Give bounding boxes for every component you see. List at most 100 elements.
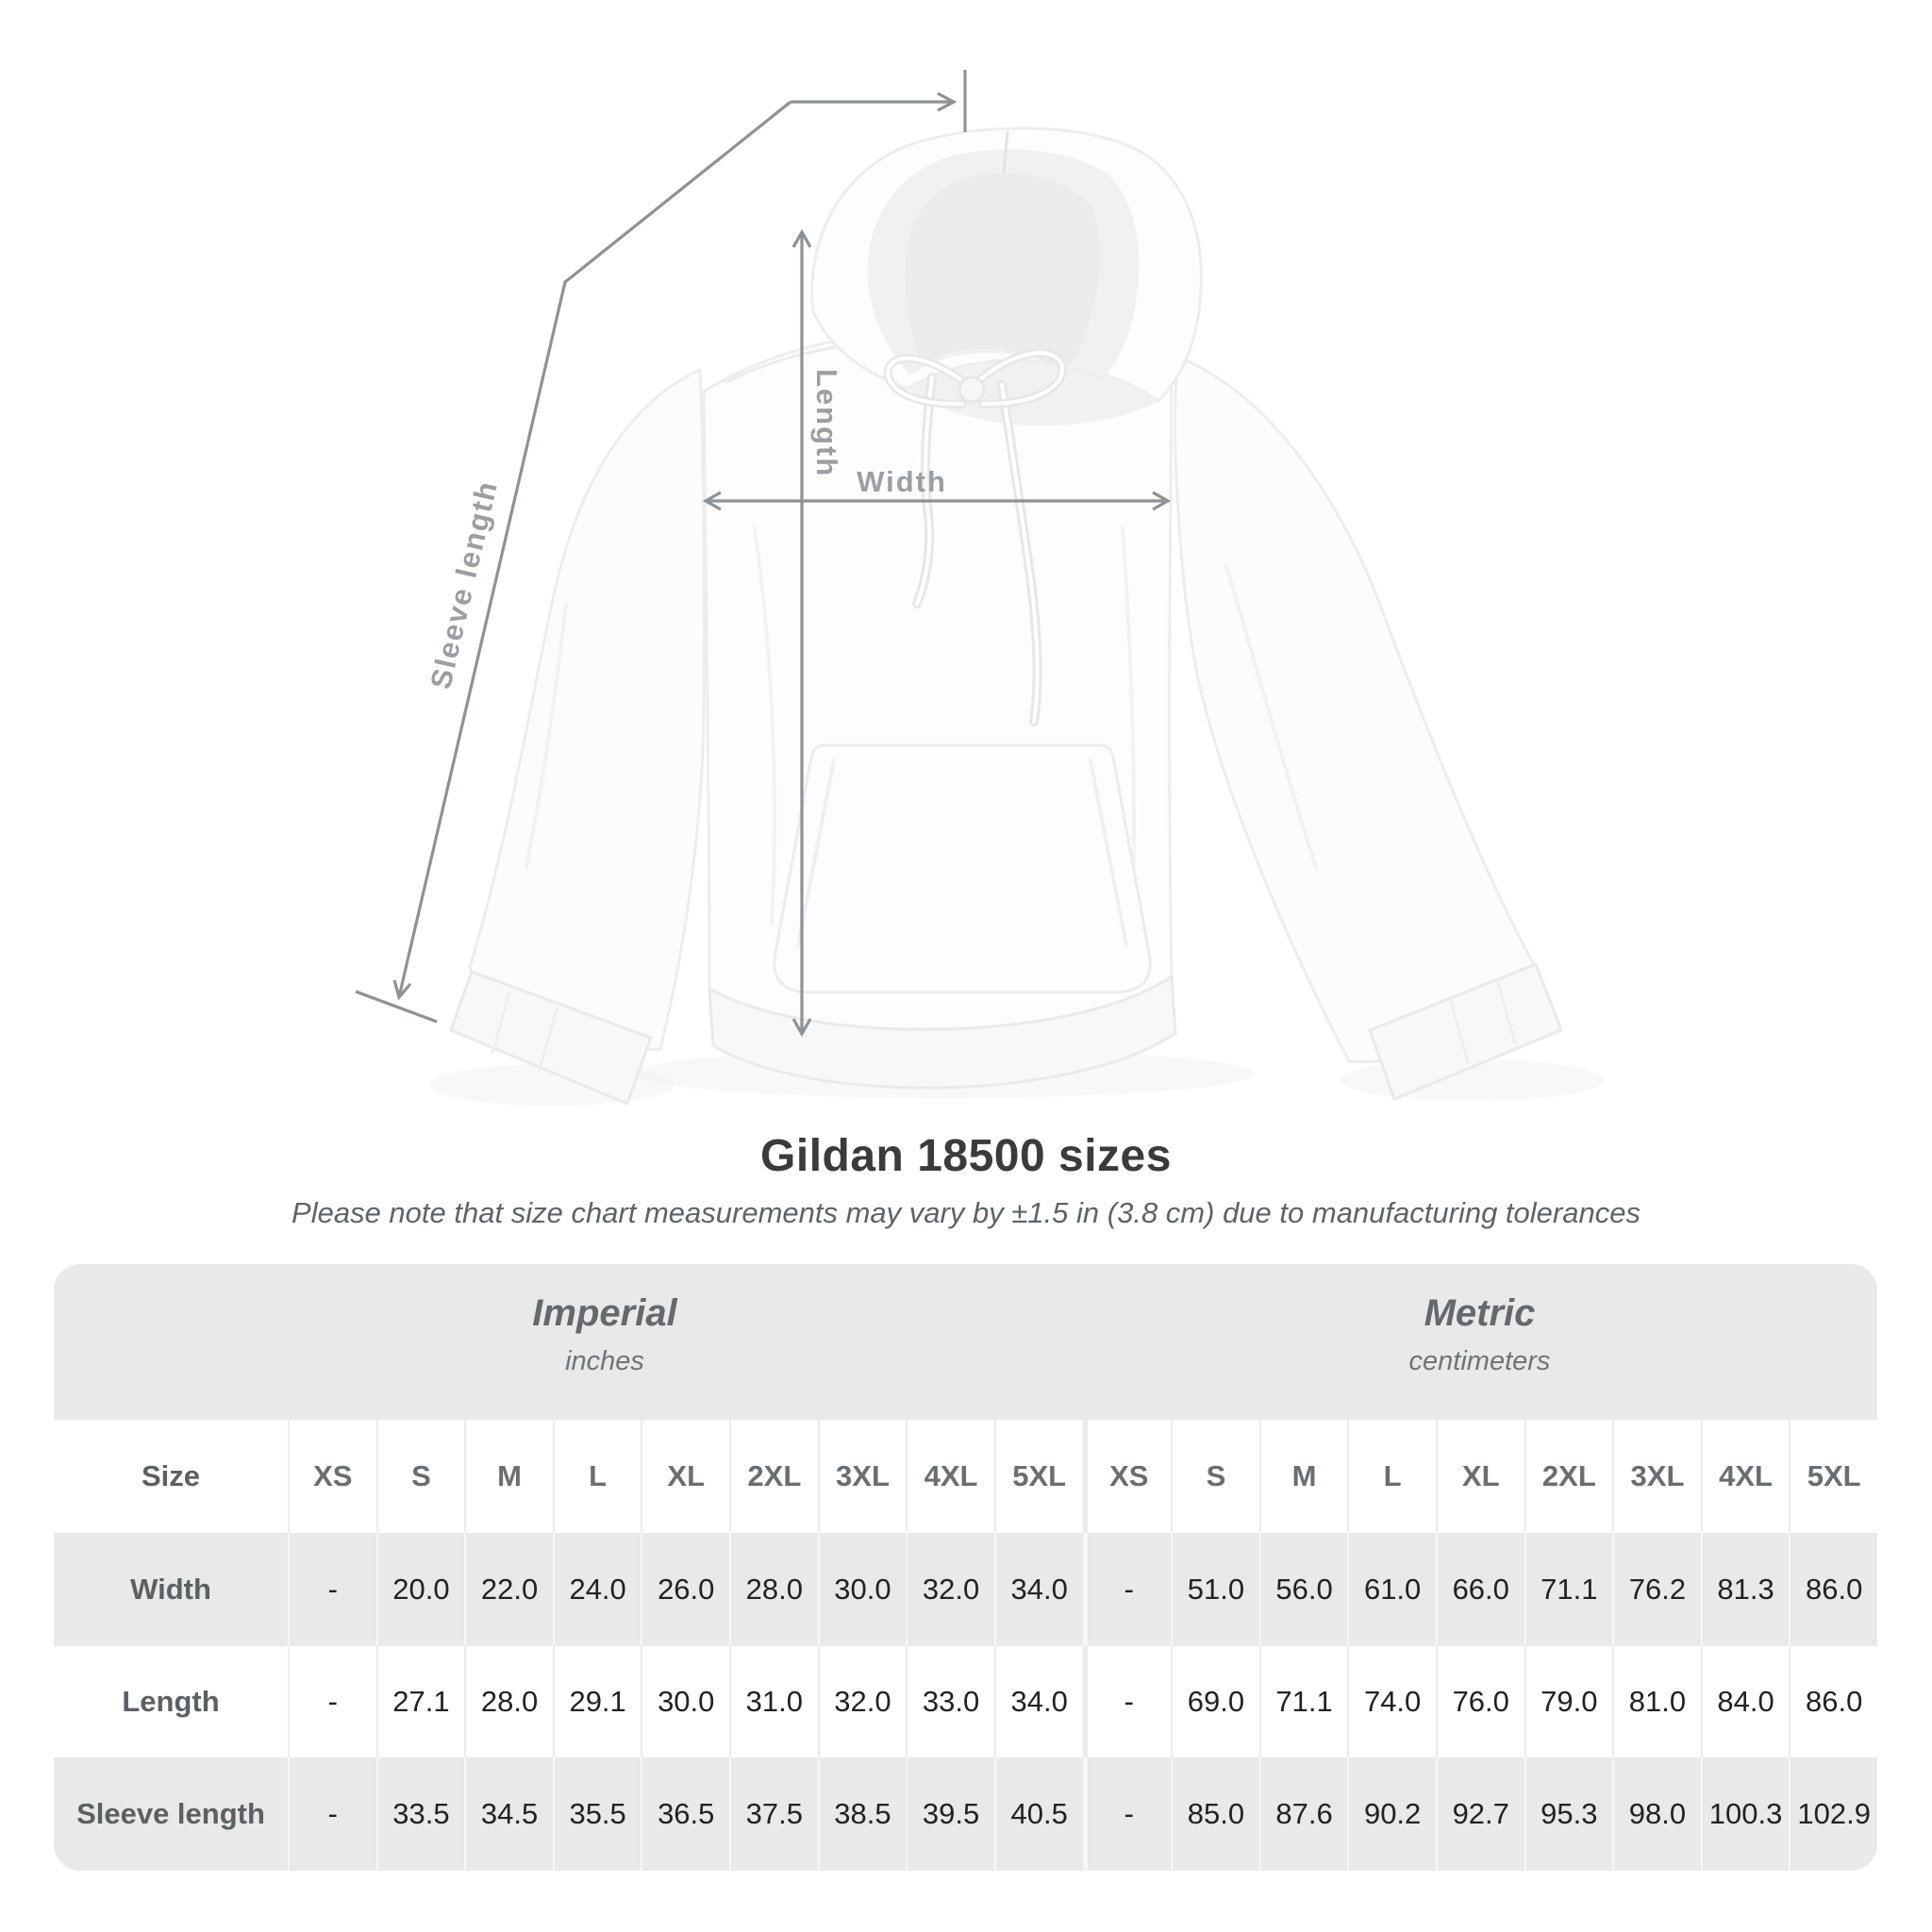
value-cell: 90.2 — [1347, 1757, 1436, 1871]
value-cell: 76.2 — [1612, 1533, 1701, 1646]
value-cell: 32.0 — [906, 1533, 994, 1646]
imperial-title: Imperial — [532, 1292, 677, 1334]
value-cell: 40.5 — [993, 1757, 1083, 1871]
page-subtitle: Please note that size chart measurements… — [291, 1196, 1641, 1229]
value-cell: 34.0 — [993, 1646, 1083, 1757]
hoodie-right-sleeve — [1174, 355, 1540, 1064]
size-header-cell: 3XL — [1612, 1420, 1701, 1533]
size-header-cell: 4XL — [906, 1420, 994, 1533]
value-cell: 31.0 — [729, 1646, 818, 1757]
hood-inner-deep-shadow — [905, 173, 1100, 370]
value-cell: 81.3 — [1700, 1533, 1790, 1646]
value-cell: 29.1 — [552, 1646, 641, 1757]
value-cell: - — [1082, 1646, 1172, 1757]
hoodie-hem-band — [708, 974, 1177, 1090]
value-cell: 85.0 — [1171, 1757, 1259, 1871]
value-cell: 38.5 — [817, 1757, 907, 1871]
imperial-subtitle: inches — [565, 1346, 644, 1376]
value-cell: - — [1082, 1757, 1172, 1871]
value-cell: - — [288, 1533, 376, 1646]
row-label: Width — [54, 1533, 288, 1646]
page-title: Gildan 18500 sizes — [760, 1131, 1172, 1181]
size-table: Imperial inches Metric centimeters Size X… — [54, 1264, 1877, 1871]
width-arrow — [702, 491, 1172, 511]
metric-group-header: Metric centimeters — [1082, 1292, 1877, 1420]
value-cell: 34.0 — [993, 1533, 1083, 1646]
size-header-cell: M — [464, 1420, 553, 1533]
size-header-cell: 2XL — [729, 1420, 818, 1533]
value-cell: - — [288, 1757, 376, 1871]
value-cell: 35.5 — [552, 1757, 641, 1871]
hoodie-pocket — [773, 743, 1152, 994]
length-measure-label: Length — [810, 369, 843, 477]
value-cell: 34.5 — [464, 1757, 553, 1871]
value-cell: 87.6 — [1258, 1757, 1348, 1871]
hoodie-right-cuff — [1368, 962, 1563, 1101]
value-cell: 39.5 — [906, 1757, 994, 1871]
size-header-cell: XL — [641, 1420, 730, 1533]
value-cell: 74.0 — [1347, 1646, 1436, 1757]
value-cell: 81.0 — [1612, 1646, 1701, 1757]
size-header-cell: XS — [1082, 1420, 1172, 1533]
metric-title: Metric — [1424, 1292, 1536, 1334]
size-header-cell: L — [1347, 1420, 1436, 1533]
width-measure-label: Width — [857, 465, 947, 498]
drawstring-cords — [883, 348, 1067, 726]
value-cell: 26.0 — [641, 1533, 730, 1646]
value-cell: 22.0 — [464, 1533, 553, 1646]
value-cell: 32.0 — [817, 1646, 907, 1757]
size-header-cell: S — [375, 1420, 465, 1533]
value-cell: - — [1082, 1533, 1172, 1646]
length-arrow — [791, 228, 812, 1038]
value-cell: 86.0 — [1789, 1533, 1877, 1646]
hoodie-illustration — [449, 126, 1563, 1106]
hoodie-left-sleeve — [468, 368, 707, 1051]
value-cell: 84.0 — [1700, 1646, 1790, 1757]
size-header-cell: XS — [288, 1420, 376, 1533]
value-cell: 30.0 — [817, 1533, 907, 1646]
size-header-cell: L — [552, 1420, 641, 1533]
value-cell: 30.0 — [641, 1646, 730, 1757]
value-cell: 79.0 — [1524, 1646, 1613, 1757]
value-cell: 37.5 — [729, 1757, 818, 1871]
metric-subtitle: centimeters — [1408, 1346, 1551, 1376]
value-cell: 66.0 — [1435, 1533, 1524, 1646]
measurement-arrows — [355, 70, 1172, 1038]
value-cell: 100.3 — [1700, 1757, 1790, 1871]
value-cell: 20.0 — [375, 1533, 465, 1646]
size-header-cell: 3XL — [817, 1420, 907, 1533]
value-cell: 56.0 — [1258, 1533, 1348, 1646]
size-header-cell: M — [1258, 1420, 1348, 1533]
value-cell: 61.0 — [1347, 1533, 1436, 1646]
value-cell: 102.9 — [1789, 1757, 1877, 1871]
size-header-cell: 2XL — [1524, 1420, 1613, 1533]
row-label: Length — [54, 1646, 288, 1757]
value-cell: 86.0 — [1789, 1646, 1877, 1757]
sleeve-length-arrow — [355, 70, 967, 1024]
value-cell: 33.5 — [375, 1757, 465, 1871]
value-cell: 76.0 — [1435, 1646, 1524, 1757]
size-grid: Size XS S M L XL 2XL 3XL 4XL 5XL XS S M L XL 2XL 3XL 4XL 5… — [54, 1420, 1877, 1871]
value-cell: 28.0 — [464, 1646, 553, 1757]
sleeve-length-measure-label: Sleeve length — [424, 477, 504, 692]
value-cell: 33.0 — [906, 1646, 994, 1757]
size-col-header: Size — [54, 1420, 288, 1533]
value-cell: 98.0 — [1612, 1757, 1701, 1871]
value-cell: - — [288, 1646, 376, 1757]
value-cell: 71.1 — [1258, 1646, 1348, 1757]
value-cell: 24.0 — [552, 1533, 641, 1646]
imperial-group-header: Imperial inches — [54, 1292, 1082, 1420]
size-header-cell: S — [1171, 1420, 1259, 1533]
hoodie-measurement-diagram: Width Length Sleeve length — [355, 70, 1563, 1106]
value-cell: 36.5 — [641, 1757, 730, 1871]
value-cell: 28.0 — [729, 1533, 818, 1646]
row-label: Sleeve length — [54, 1757, 288, 1871]
value-cell: 51.0 — [1171, 1533, 1259, 1646]
value-cell: 69.0 — [1171, 1646, 1259, 1757]
hoodie-left-cuff — [449, 970, 653, 1106]
value-cell: 27.1 — [375, 1646, 465, 1757]
size-header-cell: XL — [1435, 1420, 1524, 1533]
size-header-cell: 5XL — [993, 1420, 1083, 1533]
value-cell: 92.7 — [1435, 1757, 1524, 1871]
